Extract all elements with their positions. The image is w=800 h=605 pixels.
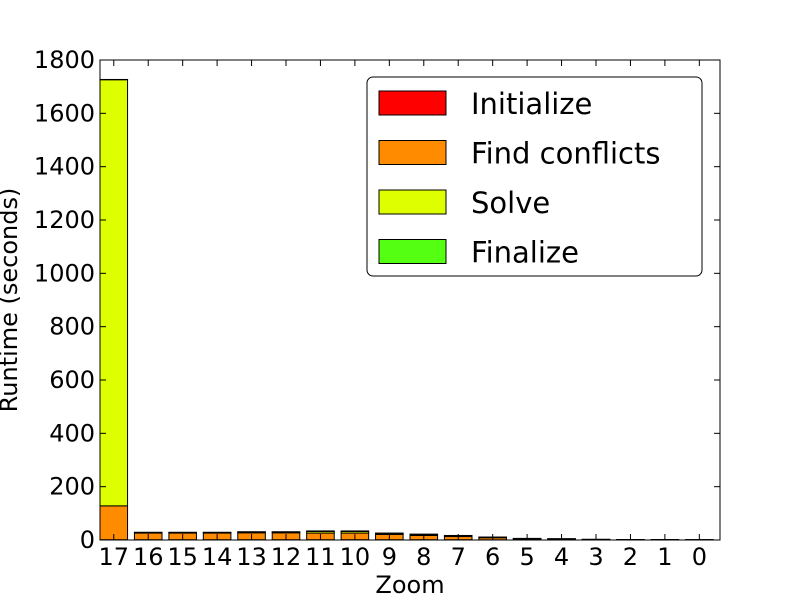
y-tick-label: 1200 (34, 206, 95, 234)
legend-label-find-conflicts: Find conflicts (471, 137, 660, 171)
legend-swatch-initialize (379, 91, 446, 115)
x-tick-label: 15 (167, 543, 198, 571)
y-tick-label: 800 (49, 313, 95, 341)
legend-swatch-finalize (379, 240, 446, 264)
x-tick-label: 13 (236, 543, 267, 571)
y-tick-label: 1400 (34, 153, 95, 181)
x-tick-label: 5 (519, 543, 534, 571)
bar-segment-finalize-zoom-11 (307, 531, 335, 532)
legend-swatch-solve (379, 190, 446, 214)
x-tick-label: 17 (99, 543, 130, 571)
y-tick-label: 600 (49, 366, 95, 394)
x-tick-label: 16 (133, 543, 164, 571)
legend-label-finalize: Finalize (471, 236, 579, 270)
y-tick-label: 1800 (34, 46, 95, 74)
x-tick-label: 3 (588, 543, 603, 571)
x-tick-label: 2 (623, 543, 638, 571)
y-tick-label: 400 (49, 419, 95, 447)
x-tick-label: 1 (657, 543, 672, 571)
x-tick-label: 14 (202, 543, 233, 571)
bar-segment-finalize-zoom-10 (341, 531, 369, 532)
legend-swatch-find-conflicts (379, 141, 446, 165)
x-tick-label: 8 (416, 543, 431, 571)
x-tick-label: 12 (271, 543, 302, 571)
x-tick-label: 11 (305, 543, 336, 571)
y-tick-label: 200 (49, 473, 95, 501)
x-tick-label: 0 (692, 543, 707, 571)
x-axis-label: Zoom (375, 571, 444, 599)
y-tick-label: 0 (80, 526, 95, 554)
legend: Initialize Find conflicts Solve Finalize (367, 77, 702, 276)
y-axis-label: Runtime (seconds) (0, 188, 23, 413)
legend-label-solve: Solve (471, 186, 550, 220)
bar-segment-solve-zoom-17 (100, 80, 128, 506)
x-tick-label: 4 (554, 543, 569, 571)
legend-label-initialize: Initialize (471, 87, 592, 121)
y-tick-label: 1600 (34, 99, 95, 127)
y-tick-label: 1000 (34, 259, 95, 287)
x-tick-label: 7 (451, 543, 466, 571)
x-tick-label: 6 (485, 543, 500, 571)
x-tick-label: 10 (340, 543, 371, 571)
x-tick-label: 9 (382, 543, 397, 571)
